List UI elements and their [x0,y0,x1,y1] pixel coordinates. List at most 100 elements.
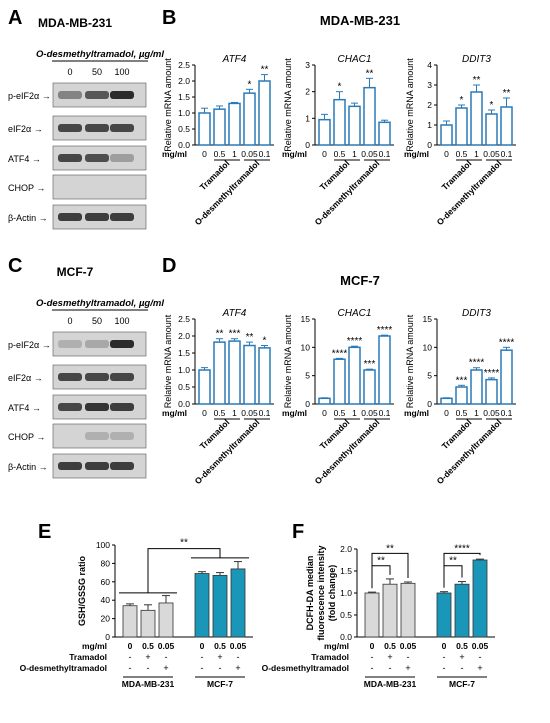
blot-c-band [58,340,82,348]
y-axis-label: Relative mRNA amount [405,58,415,152]
y-tick-label: 0 [427,140,432,150]
blot-c-protein-label: p-eIF2α → [8,340,51,350]
y-axis-label: (fold change) [327,565,337,622]
blot-c-band [110,462,134,470]
sign-tramadol: - [201,652,204,662]
unit-label: mg/ml [82,641,107,651]
unit-label: mg/ml [404,408,429,418]
y-tick-label: 100 [96,540,110,550]
bar [258,80,271,146]
bar [258,347,271,405]
blot-a-band [85,91,109,99]
y-tick-label: 2.0 [340,544,352,554]
panel-letter-b: B [162,7,176,29]
row-label-odmt: O-desmethyltramadol [20,663,107,673]
y-axis-label: Relative mRNA amount [405,314,415,408]
y-tick-label: 80 [101,558,111,568]
blot-c-band [110,373,134,381]
chart-title: ATF4 [222,54,247,65]
dcfh-chart: 0.0 0.5 1.0 1.5 2.0 DCFH-DA median fluorescenc… [262,543,495,689]
bar [455,107,468,146]
y-tick-label: 10 [301,342,311,352]
bar [333,98,346,146]
y-tick-label: 0.0 [178,140,190,150]
significance-bracket [371,552,409,589]
y-axis-label: Relative mRNA amount [163,58,173,152]
x-tick-label: 0.5 [214,149,226,159]
bar [158,602,174,638]
bar [378,121,391,146]
y-tick-label: 1.0 [178,108,190,118]
blot-a-band [58,124,82,132]
x-tick-label: 0 [322,408,327,418]
sign-odmt: - [389,663,392,673]
blot-c-dose-label: 100 [114,316,129,326]
blot-a-treatment: O-desmethyltramadol, µg/ml [36,49,164,60]
blot-a-protein-label: CHOP → [8,183,45,193]
significance-bracket [119,548,249,594]
significance-label: ** [503,88,511,99]
bar [470,91,483,146]
chart-title: DDIT3 [462,54,491,65]
sign-tramadol: - [407,652,410,662]
y-axis-label: Relative mRNA amount [283,314,293,408]
significance-label: ** [386,543,394,554]
significance-bracket [443,552,481,588]
bar [455,386,468,405]
qpcr-chart-1: 0 1 2 3 Relative mRNA amount CHAC1 0 * 0.5 1 ** 0.0… [282,54,394,227]
y-tick-label: 0.5 [178,124,190,134]
significance-label: **** [499,337,515,348]
y-tick-label: 4 [427,60,432,70]
panel-letter-f: F [292,521,304,543]
blot-c-blot-strip [52,423,147,449]
qpcr-chart-5: 0 5 10 15 Relative mRNA amount DDIT3 0 *** 0.5 **… [404,308,516,486]
chart-title: DDIT3 [462,308,491,319]
x-tick-label: 0.1 [501,149,513,159]
y-axis-label: GSH/GSSG ratio [77,555,87,626]
x-tick-label: 0 [202,408,207,418]
x-tick-label: 1 [232,149,237,159]
y-axis-label: fluorescence intensity [316,545,326,640]
unit-label: mg/ml [324,641,349,651]
significance-label: * [460,95,464,106]
group-label: MCF-7 [207,679,233,689]
x-tick-label: 1 [352,408,357,418]
blot-c-band [58,403,82,411]
panel-letter-e: E [38,521,51,543]
y-tick-label: 3 [305,60,310,70]
significance-label: ** [216,329,224,340]
blot-c-protein-label: CHOP → [8,432,45,442]
x-tick-label: 0.05 [158,641,175,651]
blot-a-protein-label: β-Actin → [8,213,48,223]
blot-c-band [110,403,134,411]
blot-a-protein-label: ATF4 → [8,154,41,164]
x-tick-label: 0 [322,149,327,159]
y-tick-label: 1.5 [340,566,352,576]
y-tick-label: 0 [305,399,310,409]
x-tick-label: 0 [370,641,375,651]
bar [198,369,211,405]
bar [348,346,361,405]
bar [318,118,331,146]
x-tick-label: 0.1 [259,149,271,159]
y-tick-label: 15 [423,314,433,324]
y-tick-label: 10 [423,342,433,352]
sign-odmt: - [147,663,150,673]
y-tick-label: 5 [427,371,432,381]
x-tick-label: 1 [232,408,237,418]
significance-label: * [248,79,252,90]
significance-label: ** [180,538,188,549]
bar [378,335,391,405]
sign-tramadol: - [165,652,168,662]
y-tick-label: 0 [427,399,432,409]
blot-a-cell-line: MDA-MB-231 [38,16,112,30]
blot-a-band [110,213,134,221]
row-label-tramadol: Tramadol [69,652,107,662]
bar [194,573,210,638]
sign-odmt: - [371,663,374,673]
bar [333,358,346,405]
unit-label: mg/ml [162,149,187,159]
sign-tramadol: - [129,652,132,662]
unit-label: mg/ml [162,408,187,418]
sign-tramadol: - [479,652,482,662]
